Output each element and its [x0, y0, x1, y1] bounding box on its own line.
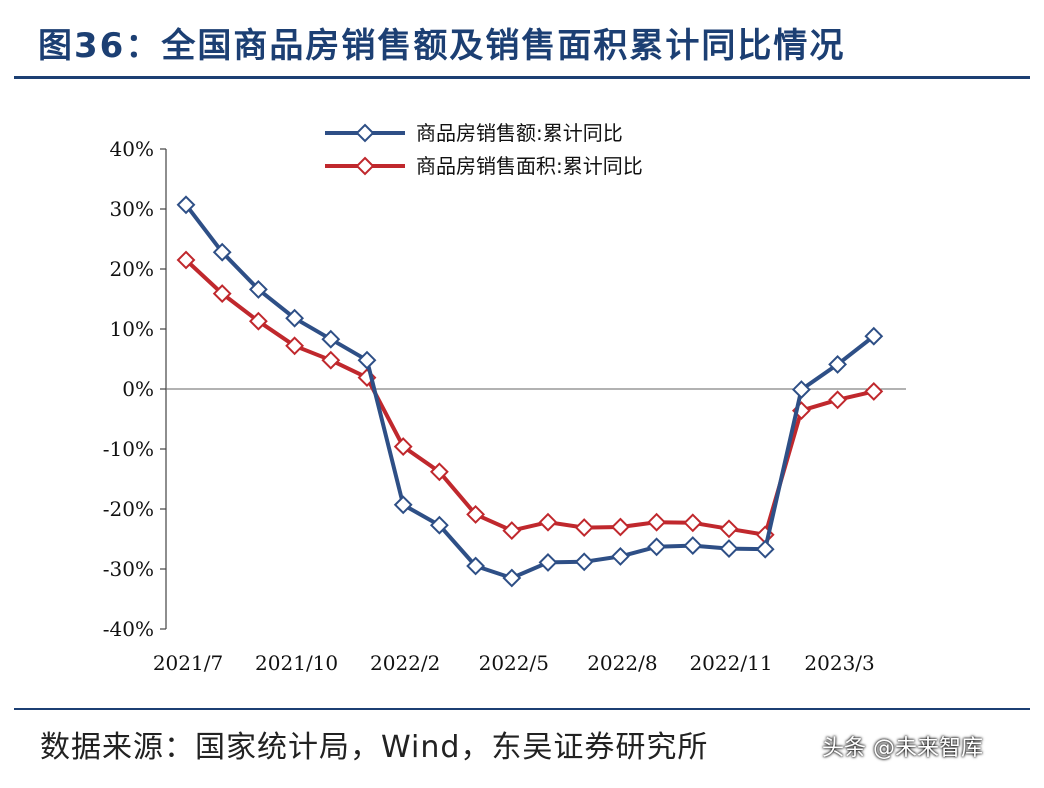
data-point — [321, 350, 341, 370]
x-tick-label: 2023/3 — [804, 651, 874, 675]
data-point — [502, 568, 522, 588]
data-point — [755, 539, 775, 559]
data-point — [574, 552, 594, 572]
data-point — [429, 462, 449, 482]
series-line — [184, 258, 875, 537]
data-point — [538, 512, 558, 532]
x-tick-label: 2022/2 — [370, 651, 440, 675]
data-point — [393, 437, 413, 457]
y-tick-label: -10% — [103, 437, 154, 461]
x-tick-label: 2022/11 — [689, 651, 772, 675]
data-point — [574, 518, 594, 538]
data-point — [502, 521, 522, 541]
data-point — [429, 515, 449, 535]
data-point — [683, 513, 703, 533]
data-point — [647, 537, 667, 557]
data-point — [176, 195, 196, 215]
legend-item-1: 商品房销售额:累计同比 — [325, 121, 623, 145]
x-tick-label: 2022/5 — [479, 651, 549, 675]
watermark: 头条 @未来智库 — [822, 736, 983, 761]
data-point — [466, 556, 486, 576]
data-point — [212, 284, 232, 304]
y-tick-label: -30% — [103, 557, 154, 581]
title-divider — [14, 76, 1030, 79]
y-tick-label: -40% — [103, 617, 154, 641]
data-point — [393, 495, 413, 515]
legend-item-2: 商品房销售面积:累计同比 — [325, 154, 643, 178]
data-point — [791, 380, 811, 400]
data-point — [176, 250, 196, 270]
data-point — [683, 536, 703, 556]
data-point — [538, 552, 558, 572]
x-tick-label: 2021/10 — [255, 651, 338, 675]
data-point — [719, 539, 739, 559]
legend-label: 商品房销售额:累计同比 — [416, 121, 623, 145]
y-tick-label: 0% — [122, 377, 154, 401]
y-tick-label: -20% — [103, 497, 154, 521]
data-point — [610, 546, 630, 566]
data-point — [610, 517, 630, 537]
data-point — [647, 512, 667, 532]
x-tick-label: 2021/7 — [153, 651, 223, 675]
series-1 — [176, 195, 884, 588]
series-2 — [176, 250, 884, 545]
series-layer — [176, 195, 884, 588]
line-chart: 40% 30% 20% 10% 0% -10% -20% -30% -40% 2021/7 2021… — [103, 121, 906, 675]
data-point — [285, 336, 305, 356]
y-tick-label: 40% — [110, 137, 154, 161]
source-divider — [14, 708, 1030, 710]
data-point — [248, 311, 268, 331]
series-line — [184, 203, 876, 580]
data-point — [864, 326, 884, 346]
x-tick-label: 2022/8 — [587, 651, 657, 675]
data-point — [466, 504, 486, 524]
data-point — [321, 329, 341, 349]
data-point — [248, 279, 268, 299]
y-tick-label: 30% — [110, 197, 154, 221]
legend-swatch-marker — [355, 156, 375, 176]
data-point — [719, 519, 739, 539]
data-point — [212, 242, 232, 262]
data-point — [357, 350, 377, 370]
data-point — [285, 308, 305, 328]
legend-swatch-marker — [355, 123, 375, 143]
source-note: 数据来源：国家统计局，Wind，东吴证券研究所 — [40, 730, 709, 765]
data-point — [864, 381, 884, 401]
y-tick-label: 10% — [110, 317, 154, 341]
chart-title: 图36：全国商品房销售额及销售面积累计同比情况 — [38, 26, 846, 66]
y-tick-label: 20% — [110, 257, 154, 281]
legend-label: 商品房销售面积:累计同比 — [416, 154, 643, 178]
data-point — [828, 390, 848, 410]
axes: 40% 30% 20% 10% 0% -10% -20% -30% -40% 2021/7 2021… — [103, 137, 906, 675]
data-point — [828, 354, 848, 374]
